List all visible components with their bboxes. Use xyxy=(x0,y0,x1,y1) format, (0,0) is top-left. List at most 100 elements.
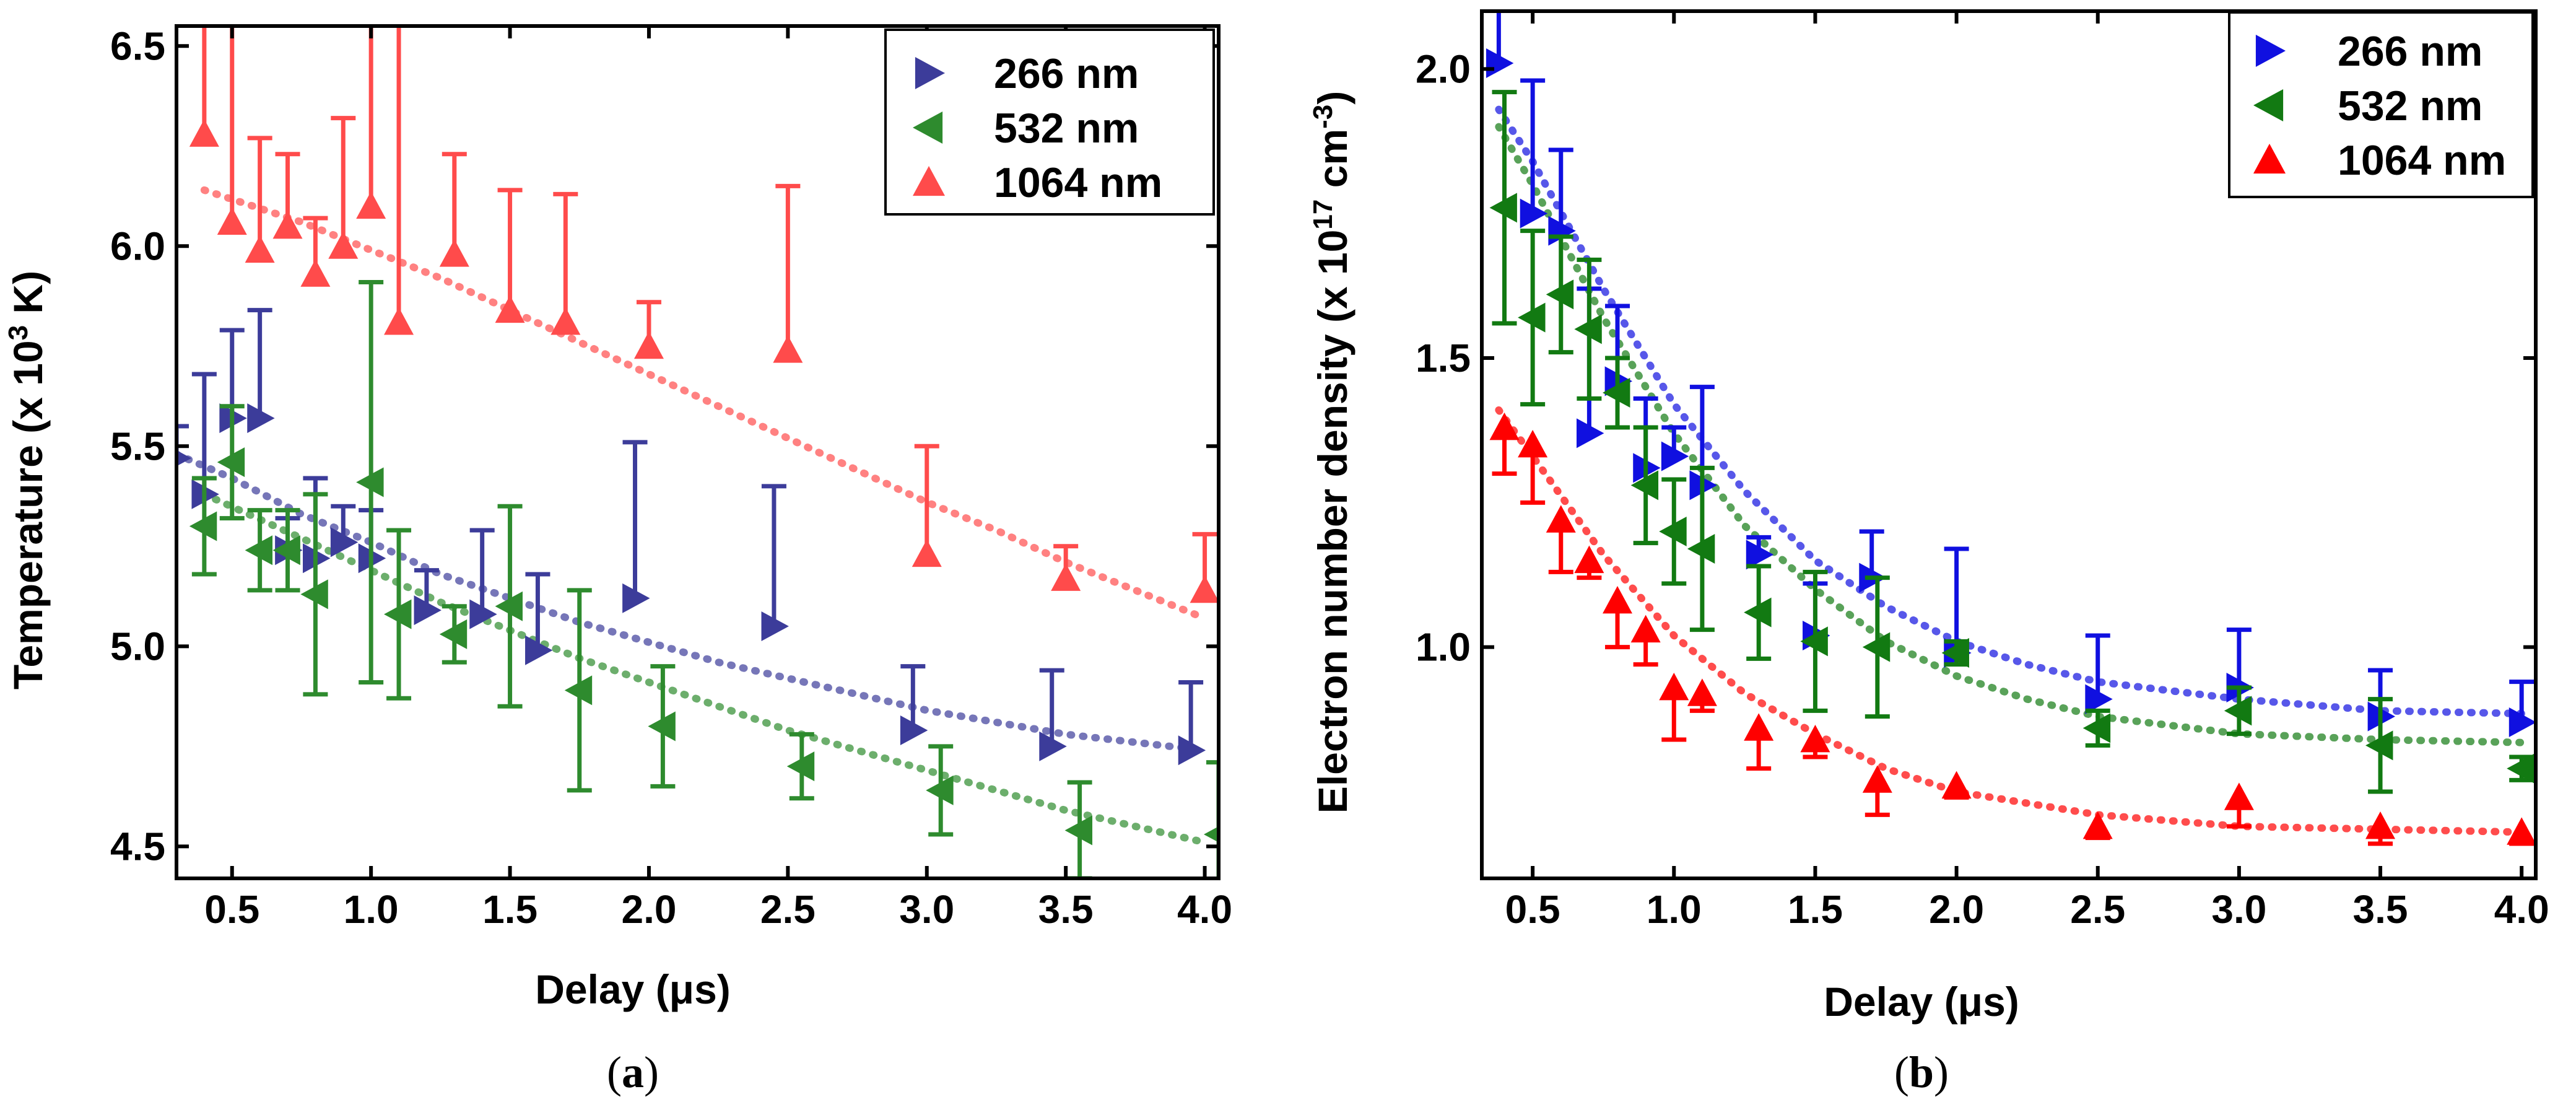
a-point-532nm xyxy=(786,732,815,801)
marker-triangle-left xyxy=(1941,638,1969,668)
a-point-1064nm xyxy=(912,444,942,567)
b-point-532nm xyxy=(2082,708,2111,748)
marker-triangle-left xyxy=(648,711,676,741)
a-point-532nm xyxy=(272,508,300,593)
a-point-532nm xyxy=(1064,780,1092,878)
marker-triangle-up xyxy=(1941,771,1972,799)
marker-triangle-left xyxy=(1659,517,1687,546)
marker-triangle-up xyxy=(1574,545,1604,574)
marker-triangle-up xyxy=(495,295,525,323)
a-point-1064nm xyxy=(189,26,219,147)
a-point-1064nm xyxy=(1190,531,1219,603)
marker-triangle-right xyxy=(1661,441,1689,471)
a-point-266nm xyxy=(176,424,191,466)
a-point-532nm xyxy=(495,504,523,709)
b-legend-marker xyxy=(2253,89,2284,121)
a-point-266nm xyxy=(525,572,553,665)
a-point-266nm xyxy=(1039,668,1067,761)
marker-triangle-left xyxy=(2224,696,2252,726)
marker-triangle-left xyxy=(1630,470,1659,501)
a-point-266nm xyxy=(469,528,497,629)
marker-triangle-up xyxy=(1744,713,1774,741)
b-point-1064nm xyxy=(1941,771,1972,800)
marker-triangle-up xyxy=(1190,575,1219,603)
marker-triangle-left xyxy=(356,467,384,497)
marker-triangle-left xyxy=(1862,632,1891,662)
b-point-1064nm xyxy=(1659,673,1689,742)
b-point-266nm xyxy=(1859,529,1887,593)
b-x-tick-label: 1.0 xyxy=(1647,887,1702,932)
a-x-tick-label: 1.5 xyxy=(482,887,537,932)
a-x-tick-label: 3.0 xyxy=(899,887,954,932)
marker-triangle-left xyxy=(439,619,468,649)
a-y-tick-label: 6.5 xyxy=(110,24,165,68)
b-point-1064nm xyxy=(1574,545,1604,580)
panel-b-electron-density-chart: 0.5 1.0 1.5 2.0 2.5 3.0 3.5 4.0 1.0 1.5 2.0 Delay … xyxy=(1308,9,2549,1097)
marker-triangle-left xyxy=(1800,626,1828,657)
marker-triangle-up xyxy=(1603,586,1633,614)
a-x-tick-label: 0.5 xyxy=(204,887,259,932)
b-point-1064nm xyxy=(1687,678,1717,713)
a-y-tick-label: 5.5 xyxy=(110,424,165,468)
marker-triangle-up xyxy=(300,259,331,287)
a-data-marks xyxy=(176,26,1219,878)
a-legend-label: 1064 nm xyxy=(994,159,1162,206)
a-point-1064nm xyxy=(356,26,386,219)
a-point-532nm xyxy=(1204,760,1219,878)
b-point-266nm xyxy=(2085,633,2113,714)
marker-triangle-left xyxy=(786,751,815,782)
marker-triangle-left xyxy=(272,535,300,566)
a-y-axis-label-exponent: 3 xyxy=(3,325,33,340)
marker-triangle-up xyxy=(1630,614,1661,643)
b-point-1064nm xyxy=(2224,782,2254,829)
marker-triangle-left xyxy=(495,591,523,621)
b-point-1064nm xyxy=(2507,817,2536,846)
marker-triangle-up xyxy=(1862,765,1892,793)
b-x-tick-label: 4.0 xyxy=(2494,887,2549,932)
b-y-tick-label: 2.0 xyxy=(1416,46,1471,91)
a-legend-label: 266 nm xyxy=(994,50,1139,97)
marker-triangle-right xyxy=(761,611,789,642)
b-point-266nm xyxy=(1746,535,1774,570)
a-y-axis-label: Temperature (x 103 K) xyxy=(3,271,51,689)
a-point-1064nm xyxy=(773,183,803,363)
b-point-1064nm xyxy=(1546,505,1576,574)
marker-triangle-left xyxy=(1603,378,1630,408)
marker-triangle-left xyxy=(1744,597,1772,628)
b-point-532nm xyxy=(1941,638,1969,668)
marker-triangle-right xyxy=(1576,418,1604,448)
b-y-tick-label: 1.0 xyxy=(1416,625,1471,670)
marker-triangle-right xyxy=(247,403,275,434)
a-point-1064nm xyxy=(384,26,414,335)
b-point-1064nm xyxy=(1744,713,1774,771)
marker-triangle-left xyxy=(1574,314,1602,344)
a-x-tick-label: 3.5 xyxy=(1038,887,1094,932)
a-legend: 266 nm 532 nm 1064 nm xyxy=(884,28,1215,216)
a-point-532nm xyxy=(648,664,676,789)
marker-triangle-right xyxy=(622,583,650,613)
b-fit-line-532nm xyxy=(1495,123,2526,746)
marker-triangle-right xyxy=(900,715,928,745)
a-x-axis-label: Delay (μs) xyxy=(535,966,731,1012)
a-point-266nm xyxy=(900,664,928,745)
marker-triangle-up xyxy=(1659,673,1689,701)
a-point-1064nm xyxy=(550,191,581,335)
b-point-1064nm xyxy=(1862,765,1892,817)
b-plot-frame xyxy=(1480,9,2538,880)
b-point-1064nm xyxy=(1630,614,1661,667)
b-point-532nm xyxy=(1862,575,1891,719)
a-fit-line-1064nm xyxy=(200,186,1209,623)
marker-triangle-right xyxy=(1039,731,1067,761)
marker-triangle-left xyxy=(2507,753,2535,784)
b-point-1064nm xyxy=(1800,725,1830,759)
a-point-1064nm xyxy=(439,152,469,267)
marker-triangle-up xyxy=(2082,811,2113,839)
marker-triangle-up xyxy=(2507,817,2536,845)
marker-triangle-up xyxy=(1518,430,1548,458)
a-y-tick-label: 6.0 xyxy=(110,224,165,268)
b-x-tick-label: 2.5 xyxy=(2070,887,2125,932)
b-x-axis-label: Delay (μs) xyxy=(1824,979,2019,1025)
marker-triangle-up xyxy=(1546,505,1576,533)
b-point-532nm xyxy=(1630,425,1659,546)
marker-triangle-up xyxy=(773,335,803,363)
